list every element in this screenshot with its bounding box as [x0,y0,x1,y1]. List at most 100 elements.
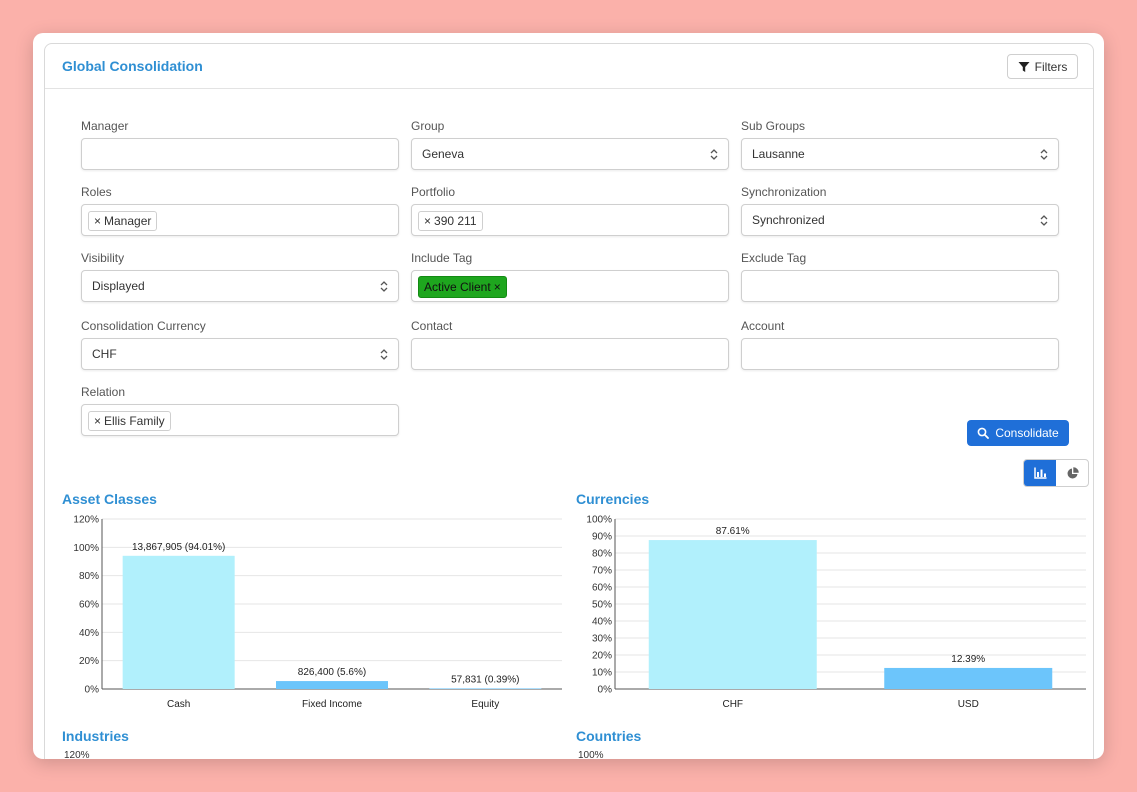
consolidate-button[interactable]: Consolidate [967,420,1069,446]
y-tick-label: 40% [79,628,99,639]
consolidate-button-label: Consolidate [995,426,1059,440]
currencies-title: Currencies [576,491,650,507]
industries-title: Industries [62,728,129,744]
portfolio-input[interactable]: × 390 211 [411,204,729,236]
bar-chf [648,540,817,689]
industries-ytick-top: 120% [64,750,90,759]
tag-remove-icon[interactable]: × [94,214,102,228]
chevron-updown-icon [710,149,718,160]
data-label: 87.61% [716,526,750,537]
bar-chart-view-button[interactable] [1024,460,1056,486]
include-tag-label: Include Tag [411,251,473,265]
consolidation-currency-value: CHF [92,347,117,361]
portfolio-tag[interactable]: × 390 211 [418,211,483,231]
filters-button[interactable]: Filters [1007,54,1078,79]
roles-input[interactable]: × Manager [81,204,399,236]
contact-input[interactable] [411,338,729,370]
relation-tag[interactable]: × Ellis Family [88,411,171,431]
y-tick-label: 90% [592,532,612,543]
chevron-updown-icon [380,281,388,292]
y-tick-label: 50% [592,600,612,611]
x-tick-label: CHF [722,699,743,710]
y-tick-label: 80% [592,549,612,560]
group-select[interactable]: Geneva [411,138,729,170]
bar-chart-icon [1033,467,1046,479]
account-label: Account [741,319,785,333]
y-tick-label: 30% [592,634,612,645]
chevron-updown-icon [380,349,388,360]
y-tick-label: 60% [592,583,612,594]
sub-groups-select[interactable]: Lausanne [741,138,1059,170]
y-tick-label: 0% [598,685,613,696]
visibility-label: Visibility [81,251,125,265]
relation-label: Relation [81,385,126,399]
portfolio-tag-label: 390 211 [434,214,477,228]
bar-fixed-income [276,681,388,689]
bar-equity [429,688,542,689]
y-tick-label: 60% [79,600,99,611]
consolidation-card: Global Consolidation Filters Manager Gro… [44,43,1094,759]
x-tick-label: Fixed Income [302,699,362,710]
bar-usd [884,667,1053,689]
sub-groups-value: Lausanne [752,147,805,161]
x-tick-label: USD [958,699,979,710]
exclude-tag-input[interactable] [741,270,1059,302]
contact-label: Contact [411,319,453,333]
data-label: 12.39% [951,654,985,665]
bar-cash [122,555,235,689]
synchronization-label: Synchronization [741,185,827,199]
pie-chart-icon [1067,466,1079,478]
x-tick-label: Cash [167,699,190,710]
countries-ytick-top: 100% [578,750,604,759]
y-tick-label: 40% [592,617,612,628]
y-tick-label: 10% [592,668,612,679]
y-tick-label: 120% [73,515,99,526]
data-label: 57,831 (0.39%) [451,674,519,685]
relation-input[interactable]: × Ellis Family [81,404,399,436]
card-header: Global Consolidation Filters [45,44,1093,89]
sub-groups-label: Sub Groups [741,119,806,133]
tag-remove-icon[interactable]: × [94,414,102,428]
y-tick-label: 100% [586,515,612,526]
filters-button-label: Filters [1034,59,1068,74]
x-tick-label: Equity [471,699,499,710]
y-tick-label: 80% [79,571,99,582]
group-label: Group [411,119,445,133]
y-tick-label: 70% [592,566,612,577]
synchronization-select[interactable]: Synchronized [741,204,1059,236]
chevron-updown-icon [1040,215,1048,226]
data-label: 826,400 (5.6%) [298,667,366,678]
y-tick-label: 20% [592,651,612,662]
consolidation-currency-select[interactable]: CHF [81,338,399,370]
group-value: Geneva [422,147,465,161]
account-input[interactable] [741,338,1059,370]
chevron-updown-icon [1040,149,1048,160]
include-tag-chip-label: Active Client [424,280,491,294]
include-tag-input[interactable]: Active Client × [411,270,729,302]
asset-classes-chart: 0% 20% 40% 60% 80% 100% 120% 13,867,905 (94.01%… [73,515,562,710]
y-tick-label: 100% [73,543,99,554]
portfolio-label: Portfolio [411,185,456,199]
filter-icon [1018,61,1030,72]
currencies-chart: 0% 10% 20% 30% 40% 50% 60% 70% 80% 90% 100% 87.61% C… [586,515,1086,710]
tag-remove-icon[interactable]: × [424,214,432,228]
include-tag-chip[interactable]: Active Client × [418,276,507,298]
data-label: 13,867,905 (94.01%) [132,542,225,553]
app-window: Global Consolidation Filters Manager Gro… [33,33,1104,759]
synchronization-value: Synchronized [752,213,825,227]
asset-classes-title: Asset Classes [62,491,157,507]
roles-label: Roles [81,185,112,199]
y-tick-label: 20% [79,656,99,667]
tag-remove-icon[interactable]: × [493,280,501,294]
pie-chart-view-button[interactable] [1056,460,1088,486]
consolidation-currency-label: Consolidation Currency [81,319,206,333]
search-icon [977,427,990,439]
y-tick-label: 0% [85,685,100,696]
manager-input[interactable] [81,138,399,170]
roles-tag[interactable]: × Manager [88,211,158,231]
chart-view-toggle [1023,459,1089,487]
visibility-value: Displayed [92,279,145,293]
countries-title: Countries [576,728,642,744]
visibility-select[interactable]: Displayed [81,270,399,302]
manager-label: Manager [81,119,129,133]
